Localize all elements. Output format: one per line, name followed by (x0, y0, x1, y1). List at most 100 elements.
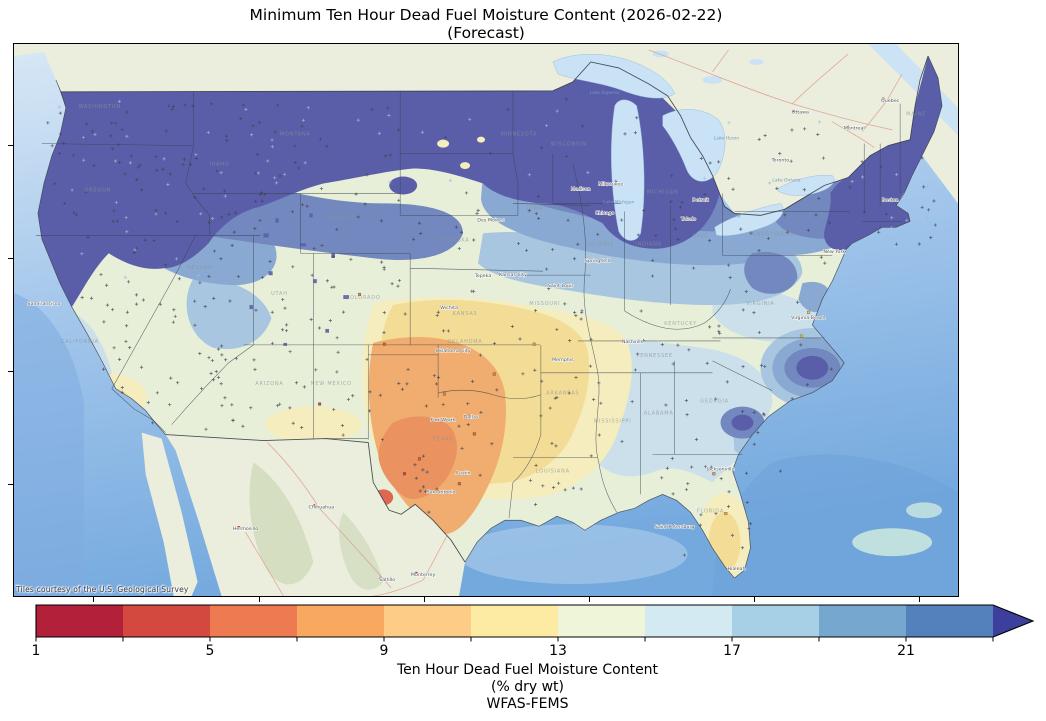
y-axis-tick (8, 258, 13, 260)
state-label: UTAH (271, 291, 288, 297)
state-label: IDAHO (209, 162, 229, 168)
city-label: Saint Louis (548, 283, 575, 289)
figure-title-line1: Minimum Ten Hour Dead Fuel Moisture Cont… (249, 6, 723, 24)
sierra-madre-west (249, 462, 314, 585)
lake-label: Lake Huron (714, 136, 739, 142)
colorbar-tick-label: 5 (206, 643, 215, 659)
y-axis-tick (8, 484, 13, 486)
lake-label: Lake Erie (720, 213, 741, 219)
city-label: San Antonio (427, 489, 456, 495)
state-label: VIRGINIA (746, 301, 775, 307)
mountain-speckle (268, 271, 273, 276)
canada-lake-2 (749, 58, 764, 65)
city-label: Fort Worth (431, 418, 456, 424)
city-label: Topeka (474, 273, 492, 279)
map-axes: WASHINGTON OREGON CALIFORNIA NEVADA IDAHO MON… (13, 43, 959, 597)
colorbar-segment (819, 605, 906, 637)
city-label: Wichita (440, 305, 458, 311)
state-label: WISCONSIN (551, 142, 587, 148)
state-label: GEORGIA (700, 399, 729, 405)
station-square (472, 432, 476, 436)
colorbar-tick-label: 13 (549, 643, 567, 659)
lake-label: Lake Superior (590, 90, 621, 96)
city-label: Ottawa (792, 110, 809, 116)
station-square (800, 334, 804, 338)
colorbar-label-line2: (% dry wt) (491, 679, 564, 695)
lake-superior (552, 54, 675, 99)
pacific-deep-water (14, 293, 84, 596)
station-square (712, 472, 716, 476)
state-label: MICHIGAN (647, 189, 679, 195)
state-label: ILLINOIS (587, 241, 614, 247)
city-marker (792, 109, 795, 112)
city-label: Dallas (464, 415, 479, 421)
city-label: Toronto (771, 158, 790, 164)
y-axis-tick (8, 371, 13, 373)
colorbar-canvas: 1 5 9 13 17 21 (32, 604, 1035, 659)
colorbar-segment (210, 605, 297, 637)
state-label: KANSAS (453, 311, 478, 317)
region-over-23-blackhills (389, 176, 418, 195)
colorbar-tick-label: 1 (32, 643, 41, 659)
state-label: MAINE (906, 112, 926, 118)
station-square (492, 372, 496, 376)
region-over-23-nc-coast (796, 355, 829, 380)
city-label: Chicago (595, 210, 614, 216)
colorbar-segment (732, 605, 819, 637)
station-square (457, 482, 461, 486)
colorbar-tick-label: 21 (897, 643, 915, 659)
state-label: IOWA (527, 205, 544, 211)
city-label: Kansas City (499, 272, 527, 278)
state-label: MISSOURI (529, 301, 560, 307)
x-axis-tick (589, 597, 591, 602)
colorbar-extend-arrow (993, 605, 1033, 637)
map-canvas: WASHINGTON OREGON CALIFORNIA NEVADA IDAHO MON… (14, 44, 958, 596)
station-square (724, 512, 728, 516)
city-label: Monterrey (411, 572, 436, 578)
region-11-13-nd-spot1 (437, 139, 450, 148)
city-label: Toledo (680, 216, 696, 222)
state-label: WYOMING (328, 215, 359, 221)
city-label: Springfield (585, 258, 611, 264)
state-label: MISSISSIPPI (594, 419, 632, 425)
state-label: OHIO (692, 233, 708, 239)
colorbar-axis-label: Ten Hour Dead Fuel Moisture Content (% d… (49, 662, 1006, 713)
mexico-border-line (165, 434, 466, 563)
mountain-speckle (256, 183, 262, 188)
canada-border-line (60, 55, 929, 216)
city-marker (237, 526, 240, 529)
figure-title-line2: (Forecast) (447, 24, 525, 42)
station-square (442, 392, 446, 396)
canada-land (14, 44, 958, 216)
atlantic-deep-water (712, 454, 958, 596)
city-marker (772, 157, 775, 160)
state-label: INDIANA (635, 241, 662, 247)
state-label: ALABAMA (644, 411, 674, 417)
city-marker (846, 125, 849, 128)
baja-california (141, 432, 198, 596)
city-label: Memphis (552, 357, 574, 363)
x-axis-tick (93, 597, 95, 602)
mountain-speckle (300, 243, 306, 247)
state-label: NEBRASKA (437, 237, 470, 243)
bahamas-banks-2 (906, 502, 943, 519)
station-square (807, 310, 811, 314)
station-square (403, 472, 406, 476)
figure-title: Minimum Ten Hour Dead Fuel Moisture Cont… (13, 6, 959, 42)
mountain-speckle (249, 305, 253, 310)
city-label: Boston (882, 197, 898, 203)
region-11-13-nd-spot2 (460, 162, 471, 170)
colorbar: 1 5 9 13 17 21 (30, 599, 1042, 659)
city-label: Virginia Beach (791, 315, 825, 321)
state-label: WASHINGTON (79, 104, 121, 110)
lake-ontario (776, 174, 835, 196)
lake-label: Lake Michigan (603, 199, 635, 205)
mountain-speckle (343, 295, 349, 300)
mexico-roads (245, 442, 450, 596)
colorbar-outline (35, 604, 1035, 638)
state-label: MINNESOTA (501, 132, 538, 138)
station-marker-cross-light (57, 99, 930, 279)
us-coastline (37, 55, 943, 579)
state-label: NEVADA (187, 265, 212, 271)
